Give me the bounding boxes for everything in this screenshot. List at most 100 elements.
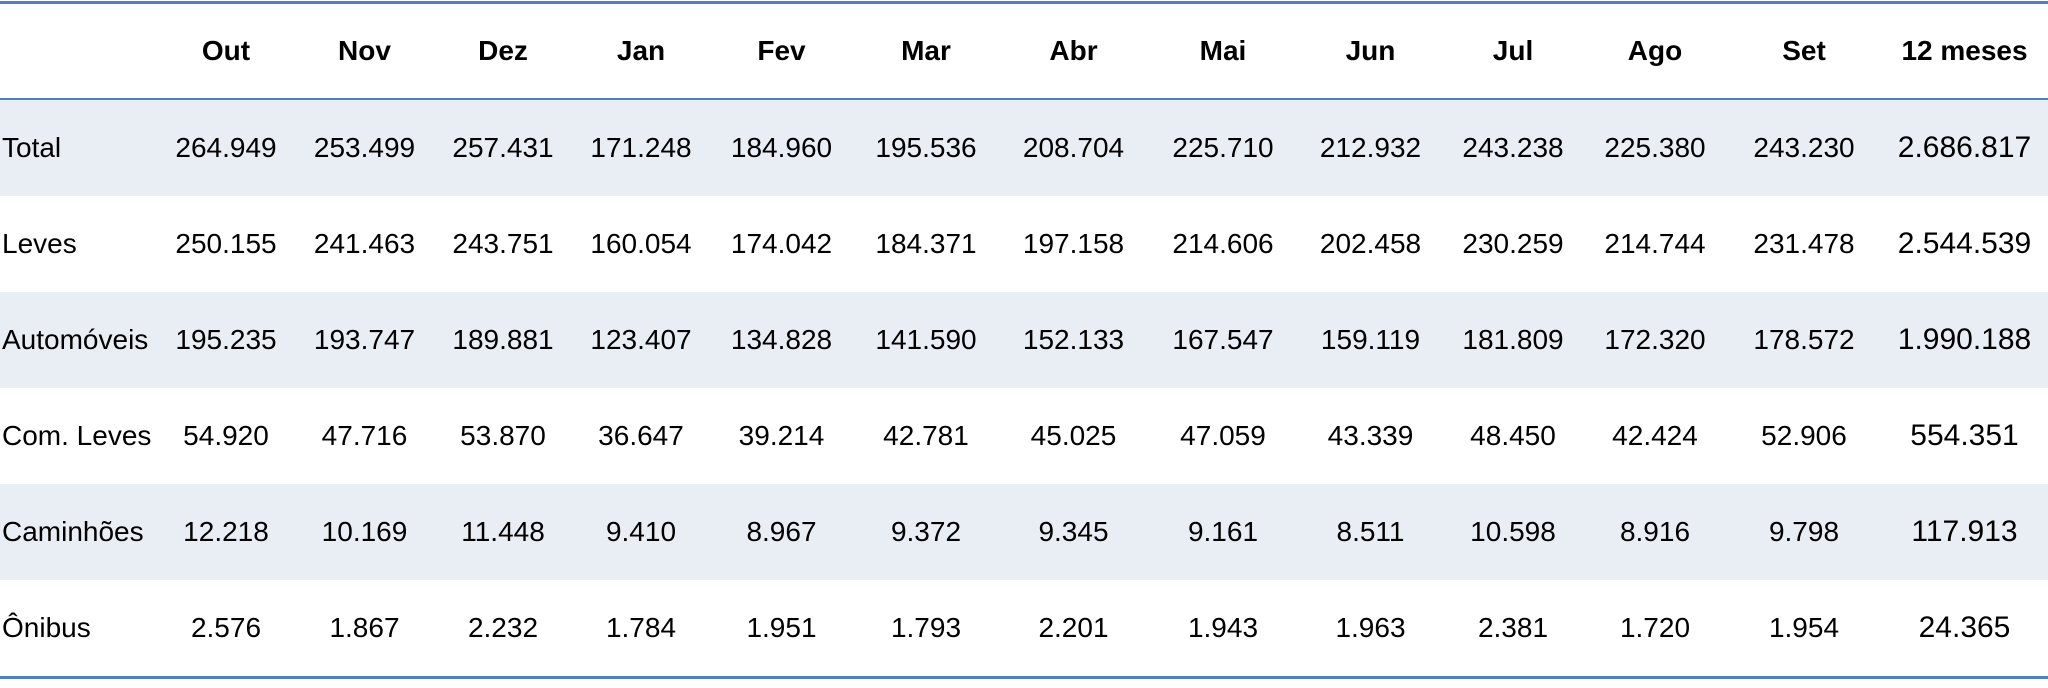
value-cell: 8.511 xyxy=(1336,516,1405,547)
value-cell: 174.042 xyxy=(730,228,833,259)
value-cell: 1.784 xyxy=(605,612,677,643)
value-cell: 2.201 xyxy=(1038,612,1109,643)
value-cell: 43.339 xyxy=(1327,420,1414,451)
value-cell: 225.710 xyxy=(1172,132,1274,163)
value-cell: 9.161 xyxy=(1187,516,1259,547)
value-cell: 243.230 xyxy=(1753,132,1855,163)
value-cell: 212.932 xyxy=(1319,132,1422,163)
value-cell: 1.943 xyxy=(1187,612,1259,643)
value-cell: 184.371 xyxy=(875,228,977,259)
column-header: Set xyxy=(1782,35,1826,66)
value-cell: 47.059 xyxy=(1180,420,1266,451)
value-cell: 45.025 xyxy=(1030,420,1117,451)
column-header: Out xyxy=(201,35,251,66)
table-body: Total 264.949 253.499 257.431 171.248 184.960… xyxy=(0,99,2048,678)
column-header: Fev xyxy=(757,35,806,66)
value-cell: 1.720 xyxy=(1619,612,1691,643)
total-cell: 1.990.188 xyxy=(1897,323,2032,356)
value-cell: 241.463 xyxy=(313,228,416,259)
table-row: Com. Leves 54.920 47.716 53.870 36.647 39.214… xyxy=(0,388,2048,484)
value-cell: 243.751 xyxy=(452,228,554,259)
value-cell: 178.572 xyxy=(1753,324,1855,355)
total-cell: 117.913 xyxy=(1911,515,2018,548)
value-cell: 8.967 xyxy=(746,516,817,547)
corner-cell xyxy=(0,3,157,100)
value-cell: 208.704 xyxy=(1022,132,1125,163)
value-cell: 39.214 xyxy=(738,420,825,451)
value-cell: 253.499 xyxy=(313,132,416,163)
column-header: Mar xyxy=(901,35,951,66)
value-cell: 10.169 xyxy=(321,516,408,547)
value-cell: 257.431 xyxy=(452,132,554,163)
value-cell: 9.372 xyxy=(890,516,962,547)
column-header: 12 meses xyxy=(1901,35,2028,66)
column-header: Ago xyxy=(1627,35,1683,66)
value-cell: 243.238 xyxy=(1462,132,1564,163)
value-cell: 225.380 xyxy=(1604,132,1706,163)
value-cell: 159.119 xyxy=(1320,324,1421,355)
value-cell: 42.781 xyxy=(883,420,969,451)
value-cell: 48.450 xyxy=(1470,420,1556,451)
row-label: Automóveis xyxy=(2,324,149,355)
value-cell: 250.155 xyxy=(175,228,277,259)
row-label: Ônibus xyxy=(2,612,91,643)
value-cell: 193.747 xyxy=(313,324,416,355)
value-cell: 167.547 xyxy=(1172,324,1274,355)
value-cell: 171.248 xyxy=(590,132,692,163)
row-label: Total xyxy=(2,132,62,163)
value-cell: 230.259 xyxy=(1462,228,1564,259)
column-header: Jan xyxy=(616,35,666,66)
value-cell: 172.320 xyxy=(1604,324,1706,355)
value-cell: 1.963 xyxy=(1335,612,1406,643)
value-cell: 160.054 xyxy=(590,228,692,259)
value-cell: 8.916 xyxy=(1619,516,1691,547)
value-cell: 1.954 xyxy=(1768,612,1840,643)
table-row: Ônibus 2.576 1.867 2.232 1.784 1.951 1.793 2.20… xyxy=(0,580,2048,678)
row-label: Com. Leves xyxy=(2,420,152,451)
column-header: Nov xyxy=(338,35,391,66)
value-cell: 2.576 xyxy=(190,612,262,643)
value-cell: 214.606 xyxy=(1172,228,1274,259)
row-label: Leves xyxy=(2,228,77,259)
value-cell: 231.478 xyxy=(1753,228,1855,259)
value-cell: 53.870 xyxy=(460,420,546,451)
value-cell: 1.867 xyxy=(329,612,400,643)
value-cell: 184.960 xyxy=(730,132,833,163)
value-cell: 214.744 xyxy=(1604,228,1706,259)
value-cell: 2.232 xyxy=(467,612,539,643)
value-cell: 10.598 xyxy=(1470,516,1556,547)
row-label: Caminhões xyxy=(2,516,144,547)
total-cell: 2.544.539 xyxy=(1897,227,2032,260)
value-cell: 54.920 xyxy=(183,420,269,451)
total-cell: 24.365 xyxy=(1918,611,2011,644)
value-cell: 264.949 xyxy=(175,132,277,163)
value-cell: 152.133 xyxy=(1022,324,1125,355)
value-cell: 42.424 xyxy=(1612,420,1698,451)
column-header: Abr xyxy=(1049,35,1098,66)
value-cell: 52.906 xyxy=(1761,420,1847,451)
value-cell: 9.345 xyxy=(1038,516,1109,547)
value-cell: 134.828 xyxy=(730,324,833,355)
column-header: Mai xyxy=(1199,35,1247,66)
total-cell: 2.686.817 xyxy=(1897,131,2032,164)
table-row: Caminhões 12.218 10.169 11.448 9.410 8.967 9.3… xyxy=(0,484,2048,580)
value-cell: 189.881 xyxy=(452,324,554,355)
value-cell: 181.809 xyxy=(1462,324,1564,355)
column-header: Jul xyxy=(1492,35,1534,66)
total-cell: 554.351 xyxy=(1910,419,2019,452)
value-cell: 195.235 xyxy=(175,324,277,355)
column-header: Dez xyxy=(478,35,528,66)
value-cell: 197.158 xyxy=(1022,228,1125,259)
column-header: Jun xyxy=(1345,35,1396,66)
table-row: Leves 250.155 241.463 243.751 160.054 174.042… xyxy=(0,196,2048,292)
value-cell: 9.410 xyxy=(605,516,677,547)
value-cell: 141.590 xyxy=(875,324,977,355)
value-cell: 123.407 xyxy=(590,324,692,355)
value-cell: 202.458 xyxy=(1319,228,1422,259)
value-cell: 11.448 xyxy=(461,516,545,547)
value-cell: 47.716 xyxy=(321,420,408,451)
value-cell: 1.793 xyxy=(890,612,962,643)
value-cell: 2.381 xyxy=(1477,612,1549,643)
